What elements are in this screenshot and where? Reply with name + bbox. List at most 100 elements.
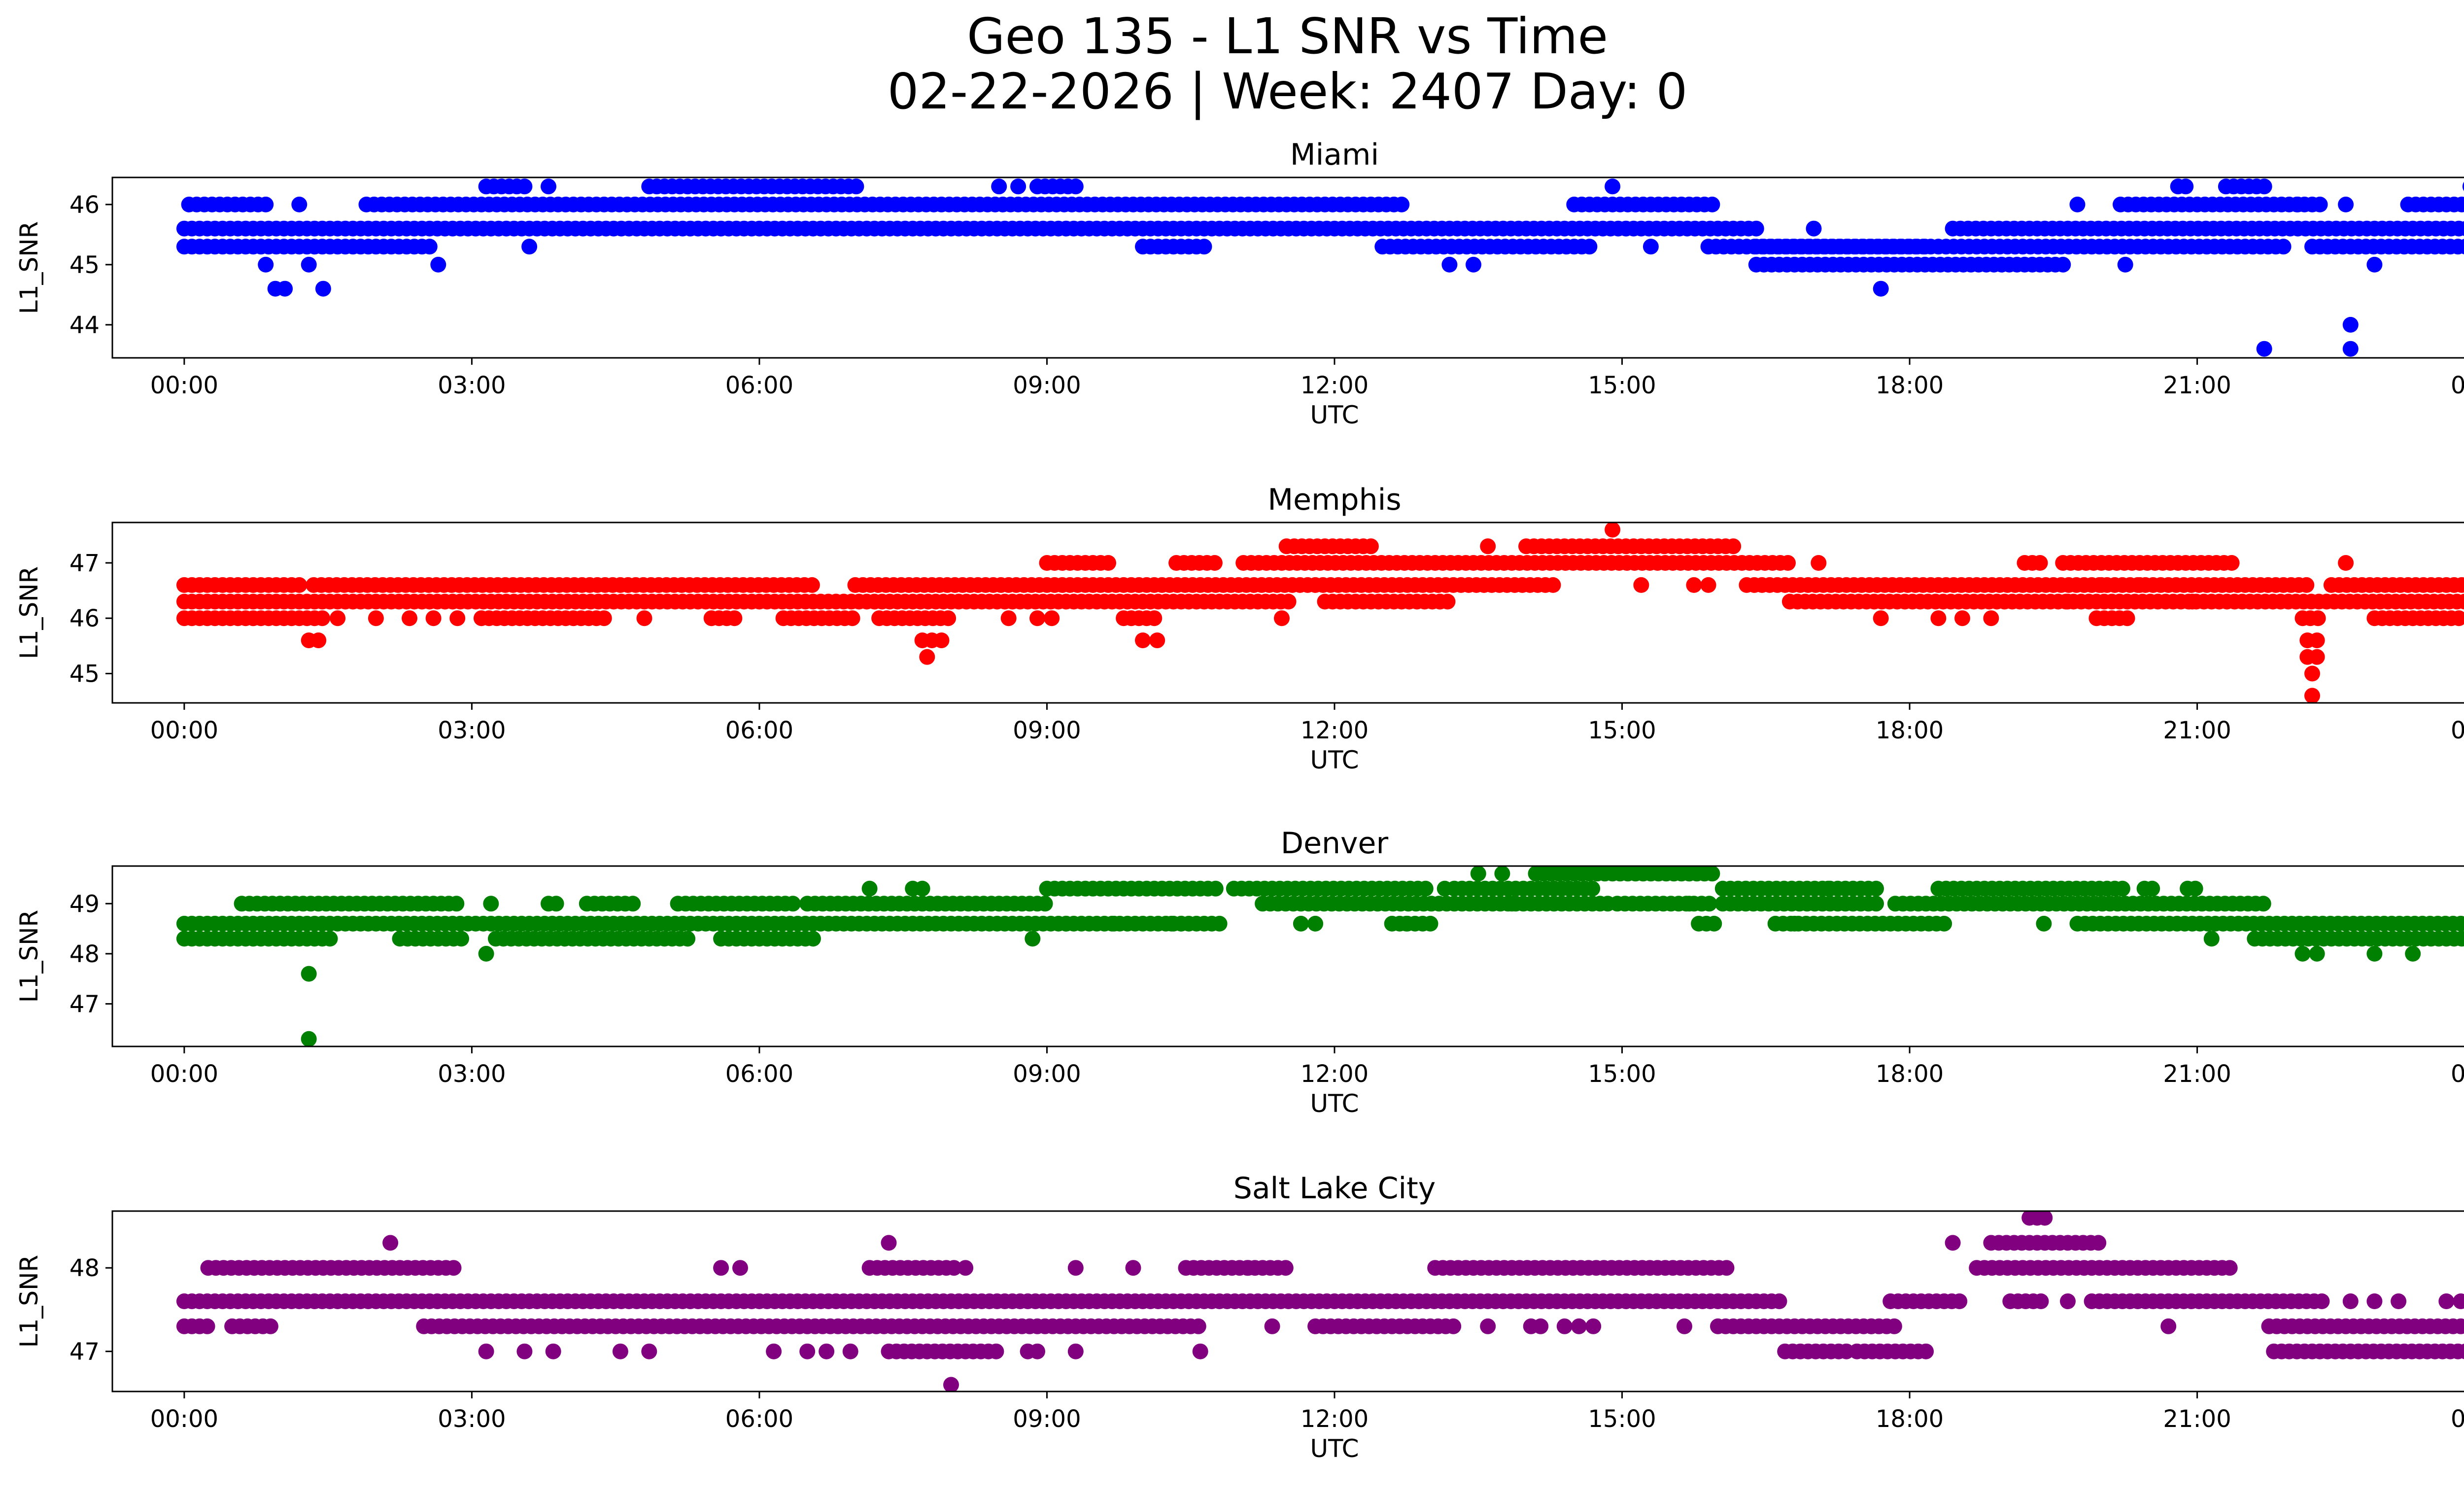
data-point	[1704, 866, 1720, 882]
data-point	[2454, 931, 2464, 947]
data-series	[176, 866, 2464, 1046]
x-tick-label: 09:00	[1013, 372, 1081, 399]
data-point	[2342, 341, 2359, 357]
data-point	[2032, 555, 2048, 571]
data-point	[1886, 1318, 1902, 1334]
data-point	[1010, 178, 1027, 195]
data-point	[726, 610, 743, 626]
data-point	[1206, 555, 1223, 571]
data-point	[1173, 915, 1189, 932]
data-point	[641, 1343, 657, 1359]
data-point	[2314, 1293, 2330, 1309]
data-point	[1029, 610, 1045, 626]
data-point	[988, 1343, 1004, 1359]
x-tick-label: 18:00	[1876, 1060, 1944, 1088]
data-point	[766, 1343, 782, 1359]
data-point	[2090, 1235, 2107, 1251]
data-point	[301, 1031, 317, 1046]
data-point	[2462, 181, 2464, 191]
subplot-miami: Miami 00:00 03:00 06:00 09:00 12:00 15:00 18:00…	[15, 138, 2464, 429]
data-point	[1025, 931, 1041, 947]
data-point	[1441, 256, 1458, 273]
x-tick-label: 18:00	[1876, 717, 1944, 744]
data-point	[301, 966, 317, 982]
data-point	[516, 1343, 533, 1359]
x-axis-label: UTC	[1310, 1089, 1359, 1118]
data-point	[310, 632, 327, 649]
data-point	[315, 280, 331, 297]
subplot-memphis: Memphis 00:00 03:00 06:00 09:00 12:00 15:00 18:…	[15, 483, 2464, 774]
data-point	[2160, 1318, 2177, 1334]
data-point	[1820, 880, 1836, 897]
data-point	[1585, 1318, 1602, 1334]
data-point	[1293, 915, 1309, 932]
x-tick-label: 00:00	[150, 1405, 218, 1433]
data-point	[1945, 1235, 1961, 1251]
data-point	[2338, 555, 2354, 571]
y-tick-label: 47	[69, 1338, 100, 1366]
data-point	[1125, 1260, 1141, 1276]
data-point	[1704, 196, 1720, 212]
data-point	[1556, 1318, 1573, 1334]
x-tick-label: 09:00	[1013, 717, 1081, 744]
x-tick-label: 03:00	[438, 717, 506, 744]
data-point	[914, 880, 930, 897]
data-point	[2114, 880, 2130, 897]
data-point	[732, 1260, 748, 1276]
data-point	[1643, 239, 1659, 255]
x-tick-label: 06:00	[725, 1405, 793, 1433]
data-point	[1930, 610, 1947, 626]
data-point	[2290, 196, 2306, 212]
y-tick-label: 47	[69, 991, 100, 1018]
data-point	[382, 1235, 399, 1251]
x-tick-label: 09:00	[1013, 1405, 1081, 1433]
data-point	[2119, 610, 2135, 626]
data-point	[2309, 945, 2325, 962]
data-point	[1605, 522, 1621, 538]
data-point	[1863, 1318, 1880, 1334]
x-tick-label: 00:00	[2451, 1060, 2464, 1088]
subplot-title: Denver	[1281, 826, 1389, 861]
data-point	[2144, 880, 2160, 897]
data-series	[176, 178, 2464, 357]
y-tick-label: 45	[69, 251, 100, 279]
data-point	[1780, 555, 1796, 571]
data-point	[940, 610, 957, 626]
data-point	[2069, 196, 2086, 212]
x-tick-label: 00:00	[150, 717, 218, 744]
data-point	[541, 178, 556, 195]
data-point	[291, 577, 308, 593]
data-point	[449, 610, 466, 626]
data-point	[199, 1318, 215, 1334]
data-point	[2312, 196, 2328, 212]
data-point	[1437, 880, 1453, 897]
x-tick-label: 12:00	[1300, 717, 1369, 744]
data-point	[1196, 239, 1212, 255]
y-axis-label: L1_SNR	[15, 910, 43, 1003]
data-series	[176, 1211, 2464, 1391]
data-point	[2459, 221, 2464, 236]
data-point	[596, 610, 612, 626]
data-point	[291, 196, 308, 212]
data-point	[842, 1343, 858, 1359]
data-point	[330, 610, 346, 626]
data-point	[2453, 915, 2464, 932]
data-point	[2309, 649, 2325, 665]
data-point	[1277, 1260, 1294, 1276]
data-point	[1581, 239, 1598, 255]
data-point	[402, 610, 417, 626]
y-axis-label: L1_SNR	[15, 1255, 43, 1348]
data-point	[2462, 579, 2464, 591]
data-point	[2457, 593, 2464, 610]
data-point	[861, 880, 878, 897]
data-point	[2131, 577, 2148, 593]
data-point	[1029, 1343, 1045, 1359]
x-tick-label: 12:00	[1300, 372, 1369, 399]
data-point	[2366, 256, 2383, 273]
data-point	[2405, 945, 2421, 962]
y-tick-label: 47	[69, 550, 100, 577]
data-point	[2187, 880, 2203, 897]
data-point	[2366, 1293, 2383, 1309]
data-point	[1983, 610, 1999, 626]
x-tick-label: 21:00	[2163, 1405, 2231, 1433]
